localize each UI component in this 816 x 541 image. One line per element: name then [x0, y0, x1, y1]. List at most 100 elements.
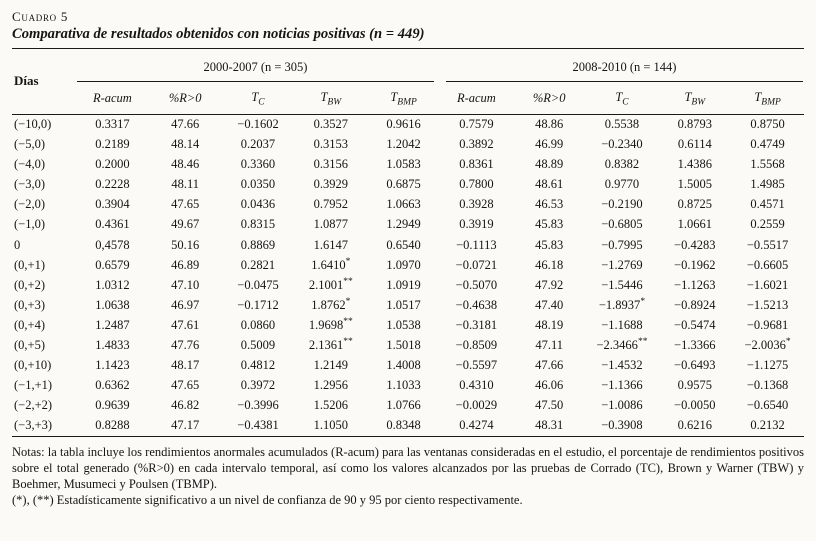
value-cell: 0.2821 — [240, 257, 276, 272]
value-cell: 48.61 — [535, 177, 564, 192]
value-cell: 0.2132 — [750, 418, 785, 433]
dias-cell: (−4,0) — [14, 157, 45, 172]
value-cell: −1.4532 — [601, 358, 643, 373]
dias-cell: (0,+4) — [14, 317, 45, 332]
value-cell: −0.0029 — [455, 398, 498, 413]
value-cell: −2.3466** — [596, 336, 648, 353]
value-cell: −0.1113 — [456, 237, 497, 252]
dias-cell: (0,+10) — [14, 358, 52, 373]
dias-cell: 0 — [14, 237, 21, 252]
value-cell: 47.11 — [535, 338, 564, 353]
dias-cell: (−1,0) — [14, 217, 45, 232]
value-cell: 0.7800 — [459, 177, 494, 192]
value-cell: 46.06 — [535, 378, 564, 393]
value-cell: 0.8288 — [95, 418, 130, 433]
dias-cell: (−10,0) — [14, 117, 52, 131]
value-cell: −1.6021 — [746, 277, 789, 292]
value-cell: 48.14 — [171, 137, 200, 152]
dias-cell: (−5,0) — [14, 137, 45, 152]
value-cell: 47.40 — [535, 297, 564, 312]
table-row: (−1,+1) 0.6362 47.65 0.3972 1.2956 1.1033 0.43… — [12, 376, 804, 396]
table-body: (−10,0) 0.3317 47.66 −0.1602 0.3527 0.9616 0.7… — [12, 114, 804, 437]
value-cell: 0.9770 — [604, 177, 640, 192]
value-cell: −0.4381 — [237, 418, 279, 433]
value-cell: 1.5206 — [313, 398, 348, 413]
value-cell: 1.4008 — [386, 358, 421, 373]
column-header: TBMP — [731, 83, 804, 115]
period-group-header: 2008-2010 (n = 144) — [440, 49, 804, 83]
table-row: (−2,+2) 0.9639 46.82 −0.3996 1.5206 1.0766 −0.… — [12, 396, 804, 416]
value-cell: 0.2189 — [95, 137, 130, 152]
dias-cell: (−2,+2) — [14, 398, 53, 413]
value-cell: 1.0766 — [386, 398, 421, 413]
value-cell: 0.5538 — [604, 117, 640, 131]
value-cell: 1.0538 — [386, 317, 421, 332]
column-header: TBW — [294, 83, 368, 115]
value-cell: 0.8750 — [750, 117, 785, 131]
value-cell: 47.92 — [535, 277, 564, 292]
column-header: TC — [221, 83, 295, 115]
value-cell: 1.5568 — [750, 157, 785, 172]
value-cell: −0.1712 — [237, 297, 279, 312]
column-header: TBW — [658, 83, 732, 115]
value-cell: 2.1001** — [308, 276, 353, 292]
value-cell: −0.7995 — [601, 237, 643, 252]
value-cell: −0.2190 — [601, 197, 643, 212]
value-cell: 0.4310 — [459, 378, 494, 393]
value-cell: 1.5005 — [677, 177, 712, 192]
value-cell: −1.1275 — [746, 358, 789, 373]
value-cell: 0.3527 — [313, 117, 348, 131]
value-cell: 0.4812 — [240, 358, 276, 373]
value-cell: 0.4749 — [750, 137, 785, 152]
column-header: %R>0 — [512, 83, 586, 115]
dias-cell: (−2,0) — [14, 197, 45, 212]
value-cell: 47.65 — [171, 378, 200, 393]
value-cell: −0.8509 — [455, 338, 498, 353]
table-row: (0,+3) 1.0638 46.97 −0.1712 1.8762* 1.0517 −0.… — [12, 295, 804, 315]
table-row: (−3,0) 0.2228 48.11 0.0350 0.3929 0.6875 0.780… — [12, 175, 804, 195]
value-cell: 0.3928 — [459, 197, 494, 212]
value-cell: −0.5517 — [746, 237, 789, 252]
value-cell: 0.3360 — [240, 157, 276, 172]
value-cell: 0.0860 — [240, 317, 276, 332]
value-cell: −0.1368 — [746, 378, 789, 393]
value-cell: 0.2037 — [240, 137, 276, 152]
value-cell: 0.0350 — [240, 177, 276, 192]
value-cell: 1.0312 — [95, 277, 130, 292]
column-header: TBMP — [367, 83, 440, 115]
value-cell: 0.6114 — [677, 137, 712, 152]
value-cell: 0.8725 — [677, 197, 712, 212]
value-cell: 0,4578 — [95, 237, 130, 252]
value-cell: 0.3317 — [95, 117, 130, 131]
value-cell: 50.16 — [171, 237, 200, 252]
value-cell: 1.0661 — [677, 217, 712, 232]
value-cell: 1.9698** — [308, 316, 353, 332]
table-row: (0,+4) 1.2487 47.61 0.0860 1.9698** 1.0538 −0.… — [12, 315, 804, 335]
value-cell: −0.0475 — [237, 277, 279, 292]
value-cell: −1.1366 — [601, 378, 643, 393]
value-cell: 0.7579 — [459, 117, 494, 131]
value-cell: 48.89 — [535, 157, 564, 172]
value-cell: 47.66 — [171, 117, 200, 131]
dias-cell: (0,+3) — [14, 297, 45, 312]
value-cell: 1.4386 — [677, 157, 712, 172]
table-head: Días 2000-2007 (n = 305) 2008-2010 (n = 14… — [12, 49, 804, 115]
value-cell: 1.0970 — [386, 257, 421, 272]
value-cell: −0.6805 — [601, 217, 643, 232]
value-cell: 0.5009 — [240, 338, 276, 353]
table-row: (−1,0) 0.4361 49.67 0.8315 1.0877 1.2949 0.391… — [12, 215, 804, 235]
value-cell: 0.8361 — [459, 157, 494, 172]
value-cell: 1.0919 — [386, 277, 421, 292]
value-cell: 0.3892 — [459, 137, 494, 152]
value-cell: −0.5597 — [455, 358, 498, 373]
value-cell: −0.9681 — [746, 317, 789, 332]
value-cell: 0.8315 — [240, 217, 276, 232]
value-cell: 45.83 — [535, 217, 564, 232]
value-cell: 47.10 — [171, 277, 200, 292]
value-cell: 48.46 — [171, 157, 200, 172]
results-table: Días 2000-2007 (n = 305) 2008-2010 (n = 14… — [12, 49, 804, 437]
value-cell: 1.6410* — [311, 256, 351, 272]
column-header: R-acum — [439, 83, 513, 115]
table-row: (0,+2) 1.0312 47.10 −0.0475 2.1001** 1.0919 −0… — [12, 275, 804, 295]
significance-note: (*), (**) Estadísticamente significativo… — [12, 493, 523, 507]
